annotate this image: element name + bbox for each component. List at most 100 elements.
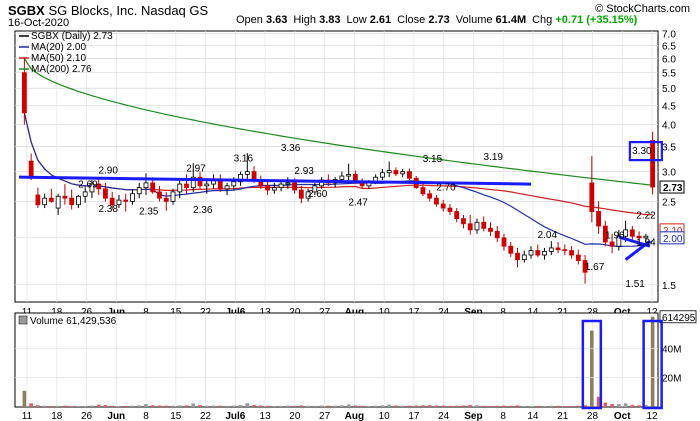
price-annotation: 2.38 bbox=[98, 204, 118, 215]
stat-high: High 3.83 bbox=[293, 14, 340, 26]
volume-bar bbox=[623, 403, 628, 407]
volume-bar bbox=[299, 405, 304, 407]
volume-bar bbox=[63, 405, 67, 407]
trend-line bbox=[624, 239, 651, 261]
volume-bar bbox=[49, 405, 54, 407]
price-legend-entry: SGBX (Daily) 2.73 bbox=[31, 31, 113, 42]
chart-symbol-title: SGBX SG Blocks, Inc. Nasdaq GS bbox=[8, 3, 208, 18]
candle-body bbox=[298, 189, 304, 199]
chart-date: 16-Oct-2020 bbox=[8, 17, 70, 29]
price-annotation: 2.22 bbox=[636, 211, 656, 222]
candle-body bbox=[55, 195, 61, 209]
candle-body bbox=[386, 170, 392, 174]
volume-bar bbox=[400, 405, 405, 407]
volume-bar bbox=[373, 405, 378, 407]
volume-bar bbox=[650, 316, 655, 407]
candle-body bbox=[312, 185, 318, 193]
trend-line bbox=[18, 175, 532, 186]
volume-bar bbox=[191, 403, 196, 407]
volume-bar bbox=[603, 402, 608, 407]
candle bbox=[177, 180, 183, 199]
candle-body bbox=[28, 160, 34, 178]
volume-bar bbox=[117, 405, 121, 407]
volume-x-tick-label: 18 bbox=[51, 411, 63, 421]
volume-bar bbox=[441, 405, 446, 407]
price-stats: Open 3.63 High 3.83 Low 2.61 Close 2.73 Volu… bbox=[236, 14, 637, 26]
candle-body bbox=[623, 229, 629, 237]
candle bbox=[508, 241, 514, 257]
candle-body bbox=[400, 171, 406, 175]
candle bbox=[96, 177, 102, 196]
candle bbox=[569, 246, 574, 259]
candle bbox=[55, 193, 61, 216]
last-price-label: 2.00 bbox=[663, 234, 683, 245]
candle bbox=[136, 182, 142, 199]
candle-body bbox=[42, 197, 48, 206]
volume-panel: 11 18 26 Jun 8 15 22 Jul6 13 20 27 Aug 10 17 24 Sep 8 14 2… bbox=[14, 310, 697, 421]
candle bbox=[69, 189, 75, 210]
candle bbox=[130, 188, 135, 205]
candle bbox=[271, 182, 277, 194]
candle bbox=[562, 244, 568, 256]
candle-body bbox=[501, 237, 507, 247]
candle-body bbox=[447, 207, 453, 212]
last-price-box bbox=[659, 180, 685, 194]
candle-body bbox=[96, 183, 102, 190]
candle-body bbox=[157, 191, 162, 199]
volume-x-tick-label: 27 bbox=[319, 411, 331, 421]
volume-bar bbox=[421, 405, 425, 407]
price-annotation: 1.96 bbox=[605, 231, 625, 242]
volume-bar bbox=[576, 405, 581, 407]
volume-bar bbox=[590, 330, 594, 407]
candle-body bbox=[69, 197, 75, 206]
candle-body bbox=[339, 175, 345, 180]
candle-body bbox=[494, 231, 500, 239]
volume-bar bbox=[272, 405, 277, 407]
candle-body bbox=[440, 203, 446, 209]
volume-bar bbox=[319, 405, 324, 407]
candle-body bbox=[346, 173, 352, 177]
price-annotation: 3.19 bbox=[484, 152, 504, 163]
volume-bar bbox=[387, 404, 391, 407]
volume-x-tick-label: 28 bbox=[587, 411, 599, 421]
price-legend-entry: MA(50) 2.10 bbox=[31, 53, 86, 64]
stat-value: 3.83 bbox=[319, 14, 341, 26]
candle-body bbox=[123, 199, 129, 202]
volume-x-tick-label: 22 bbox=[200, 411, 212, 421]
candle bbox=[190, 163, 196, 192]
volume-bar bbox=[184, 405, 189, 407]
volume-bar bbox=[468, 405, 473, 407]
volume-bar bbox=[83, 405, 87, 407]
candle bbox=[76, 195, 81, 209]
volume-tick-label: 20M bbox=[662, 374, 681, 385]
candle bbox=[143, 173, 149, 196]
stat-label: High bbox=[293, 14, 320, 26]
volume-bar bbox=[481, 405, 486, 407]
candle-body bbox=[197, 176, 203, 187]
price-tick-label: 5.5 bbox=[662, 69, 676, 80]
volume-x-tick-label: Jul6 bbox=[225, 411, 245, 421]
price-legend-entry: MA(200) 2.76 bbox=[31, 64, 92, 75]
candle bbox=[467, 215, 473, 235]
price-tick-label: 3.5 bbox=[662, 142, 676, 153]
candle-body bbox=[569, 250, 574, 256]
volume-x-tick-label: 13 bbox=[260, 411, 272, 421]
price-annotation: 2.47 bbox=[348, 197, 368, 208]
volume-bar bbox=[360, 405, 364, 407]
volume-x-tick-label: 15 bbox=[170, 411, 182, 421]
volume-bar bbox=[69, 406, 74, 407]
volume-bar bbox=[76, 405, 81, 407]
volume-bar bbox=[563, 405, 567, 407]
volume-last-label: 614295 bbox=[662, 313, 696, 324]
volume-bar bbox=[427, 405, 432, 407]
brand-watermark: © StockCharts.com bbox=[595, 3, 690, 15]
candle bbox=[501, 233, 507, 251]
candle-body bbox=[528, 250, 534, 256]
volume-bar bbox=[549, 405, 554, 407]
price-annotation: 2.69 bbox=[78, 180, 98, 191]
volume-bar bbox=[198, 405, 202, 407]
candle-body bbox=[562, 249, 568, 252]
price-tick-label: 6.0 bbox=[662, 54, 676, 65]
stat-value: 3.63 bbox=[265, 14, 288, 26]
candle bbox=[265, 180, 270, 196]
